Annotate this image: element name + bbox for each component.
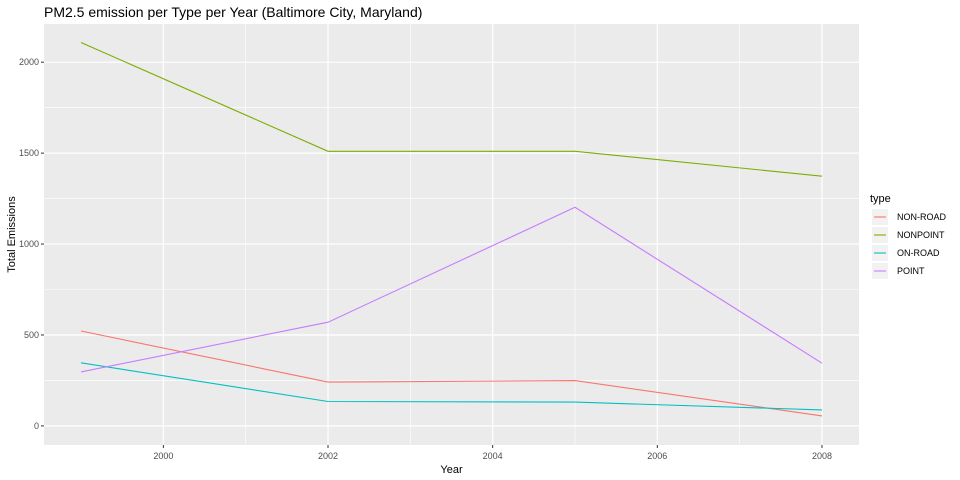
major-gridlines bbox=[44, 24, 859, 445]
y-tick-label: 0 bbox=[34, 421, 39, 431]
x-tick-label: 2004 bbox=[483, 451, 503, 461]
x-tick-label: 2000 bbox=[153, 451, 173, 461]
series-lines bbox=[80, 41, 823, 417]
plot-panel bbox=[44, 24, 859, 445]
legend-label: NONPOINT bbox=[897, 230, 945, 240]
y-axis-label: Total Emissions bbox=[6, 196, 18, 273]
x-axis-label: Year bbox=[440, 464, 463, 476]
x-axis-ticks: 2000 2002 2004 2006 2008 bbox=[153, 445, 832, 461]
series-line-point bbox=[80, 206, 823, 373]
y-tick-label: 2000 bbox=[19, 57, 39, 67]
legend-label: POINT bbox=[897, 266, 925, 276]
legend-label: ON-ROAD bbox=[897, 248, 940, 258]
x-tick-label: 2006 bbox=[647, 451, 667, 461]
legend-label: NON-ROAD bbox=[897, 212, 946, 222]
legend: type NON-ROAD NONPOINT ON-ROAD POINT bbox=[870, 193, 946, 279]
chart-title: PM2.5 emission per Type per Year (Baltim… bbox=[44, 4, 422, 20]
y-tick-label: 1000 bbox=[19, 239, 39, 249]
y-axis-ticks: 0 500 1000 1500 2000 bbox=[19, 57, 44, 431]
y-tick-label: 1500 bbox=[19, 148, 39, 158]
series-line-nonpoint bbox=[80, 41, 823, 177]
series-line-on-road bbox=[80, 362, 823, 411]
x-tick-label: 2008 bbox=[812, 451, 832, 461]
minor-gridlines bbox=[44, 24, 859, 445]
x-tick-label: 2002 bbox=[318, 451, 338, 461]
legend-title: type bbox=[870, 193, 891, 205]
series-line-non-road bbox=[80, 330, 823, 417]
y-tick-label: 500 bbox=[24, 330, 39, 340]
